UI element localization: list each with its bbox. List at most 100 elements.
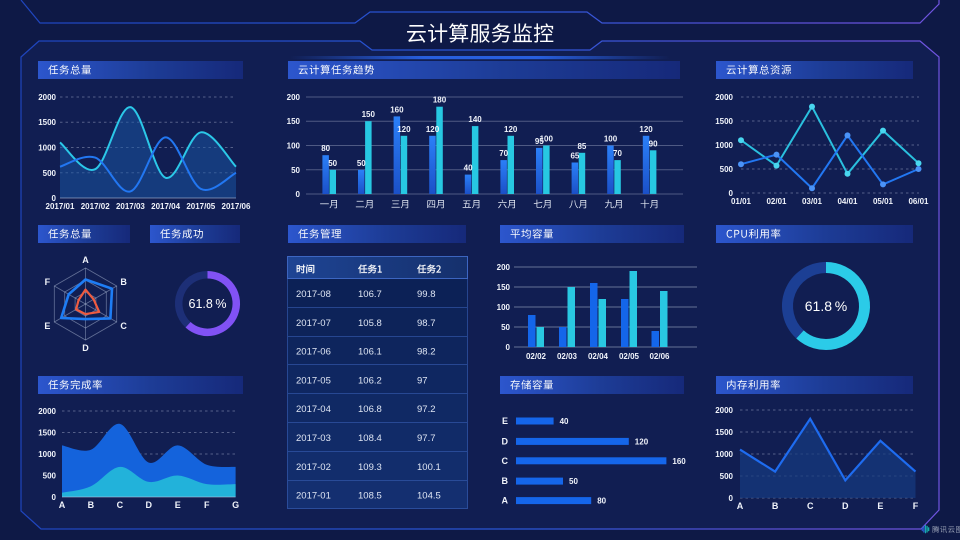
svg-text:B: B — [88, 500, 95, 510]
svg-text:1000: 1000 — [38, 144, 56, 153]
svg-text:108.5: 108.5 — [358, 491, 382, 502]
svg-text:65: 65 — [570, 152, 579, 161]
svg-text:120: 120 — [635, 437, 649, 446]
svg-text:85: 85 — [577, 142, 586, 151]
svg-text:0: 0 — [506, 343, 511, 352]
svg-text:2017-03: 2017-03 — [296, 433, 331, 444]
svg-text:40: 40 — [464, 164, 473, 173]
svg-text:2017-05: 2017-05 — [296, 375, 331, 386]
svg-text:200: 200 — [287, 93, 301, 102]
svg-text:F: F — [204, 500, 210, 510]
svg-text:2017-06: 2017-06 — [296, 347, 331, 358]
svg-text:160: 160 — [672, 457, 686, 466]
svg-text:2017/02: 2017/02 — [81, 202, 110, 211]
svg-text:02/05: 02/05 — [619, 352, 640, 361]
svg-text:2000: 2000 — [715, 406, 733, 415]
svg-text:95: 95 — [535, 137, 544, 146]
svg-text:2017-08: 2017-08 — [296, 289, 331, 300]
svg-text:500: 500 — [43, 472, 57, 481]
svg-text:61.8 %: 61.8 % — [189, 297, 227, 311]
svg-text:40: 40 — [560, 417, 569, 426]
svg-text:120: 120 — [504, 125, 518, 134]
svg-text:108.4: 108.4 — [358, 433, 382, 444]
svg-text:80: 80 — [597, 497, 606, 506]
svg-text:120: 120 — [639, 125, 653, 134]
svg-text:F: F — [45, 277, 51, 287]
svg-text:50: 50 — [357, 159, 366, 168]
svg-text:100: 100 — [604, 135, 618, 144]
svg-text:D: D — [842, 501, 849, 511]
svg-text:104.5: 104.5 — [417, 491, 441, 502]
svg-text:180: 180 — [433, 96, 447, 105]
svg-text:B: B — [502, 476, 509, 486]
svg-text:90: 90 — [649, 139, 658, 148]
svg-text:2017-01: 2017-01 — [296, 491, 331, 502]
svg-text:99.8: 99.8 — [417, 289, 436, 300]
svg-text:2017/06: 2017/06 — [222, 202, 251, 211]
svg-text:G: G — [232, 500, 239, 510]
svg-text:2000: 2000 — [38, 93, 56, 102]
svg-text:61.8 %: 61.8 % — [805, 298, 848, 314]
svg-text:70: 70 — [613, 149, 622, 158]
svg-text:E: E — [877, 501, 883, 511]
svg-text:03/01: 03/01 — [802, 197, 823, 206]
svg-text:109.3: 109.3 — [358, 462, 382, 473]
svg-text:D: D — [146, 500, 153, 510]
svg-text:E: E — [502, 416, 508, 426]
svg-text:160: 160 — [390, 105, 404, 114]
svg-text:2017/03: 2017/03 — [116, 202, 145, 211]
svg-text:100: 100 — [540, 135, 554, 144]
svg-text:2000: 2000 — [38, 407, 56, 416]
svg-text:80: 80 — [321, 144, 330, 153]
svg-text:2000: 2000 — [715, 93, 733, 102]
svg-text:150: 150 — [362, 110, 376, 119]
svg-text:05/01: 05/01 — [873, 197, 894, 206]
svg-text:02/06: 02/06 — [649, 352, 670, 361]
svg-text:50: 50 — [328, 159, 337, 168]
svg-text:106.1: 106.1 — [358, 347, 382, 358]
svg-text:C: C — [117, 500, 124, 510]
svg-text:500: 500 — [720, 472, 734, 481]
svg-text:02/01: 02/01 — [766, 197, 787, 206]
svg-text:1500: 1500 — [715, 428, 733, 437]
svg-text:2017-02: 2017-02 — [296, 462, 331, 473]
svg-text:B: B — [772, 501, 779, 511]
svg-text:200: 200 — [497, 263, 511, 272]
svg-text:06/01: 06/01 — [908, 197, 929, 206]
svg-text:97.2: 97.2 — [417, 404, 436, 415]
svg-text:C: C — [502, 456, 509, 466]
svg-text:A: A — [737, 501, 744, 511]
svg-text:150: 150 — [287, 117, 301, 126]
svg-text:97.7: 97.7 — [417, 433, 436, 444]
svg-text:A: A — [59, 500, 66, 510]
svg-text:1000: 1000 — [715, 141, 733, 150]
svg-text:04/01: 04/01 — [837, 197, 858, 206]
svg-text:0: 0 — [296, 190, 301, 199]
svg-text:0: 0 — [729, 189, 734, 198]
svg-text:A: A — [502, 496, 509, 506]
svg-text:150: 150 — [497, 283, 511, 292]
svg-text:120: 120 — [397, 125, 411, 134]
svg-text:E: E — [44, 321, 50, 331]
svg-text:50: 50 — [501, 323, 510, 332]
svg-text:02/04: 02/04 — [588, 352, 609, 361]
svg-text:100.1: 100.1 — [417, 462, 441, 473]
svg-text:0: 0 — [52, 493, 57, 502]
svg-text:D: D — [502, 436, 509, 446]
svg-text:02/03: 02/03 — [557, 352, 578, 361]
svg-text:50: 50 — [291, 166, 300, 175]
svg-text:F: F — [913, 501, 919, 511]
svg-text:70: 70 — [499, 149, 508, 158]
svg-text:97: 97 — [417, 375, 428, 386]
svg-text:140: 140 — [468, 115, 482, 124]
svg-text:100: 100 — [497, 303, 511, 312]
svg-text:500: 500 — [43, 169, 57, 178]
svg-text:106.2: 106.2 — [358, 375, 382, 386]
svg-text:100: 100 — [287, 142, 301, 151]
svg-text:500: 500 — [720, 165, 734, 174]
svg-text:A: A — [82, 255, 89, 265]
svg-text:0: 0 — [52, 194, 57, 203]
svg-text:1000: 1000 — [715, 450, 733, 459]
svg-text:B: B — [120, 277, 127, 287]
svg-text:2017/04: 2017/04 — [151, 202, 180, 211]
